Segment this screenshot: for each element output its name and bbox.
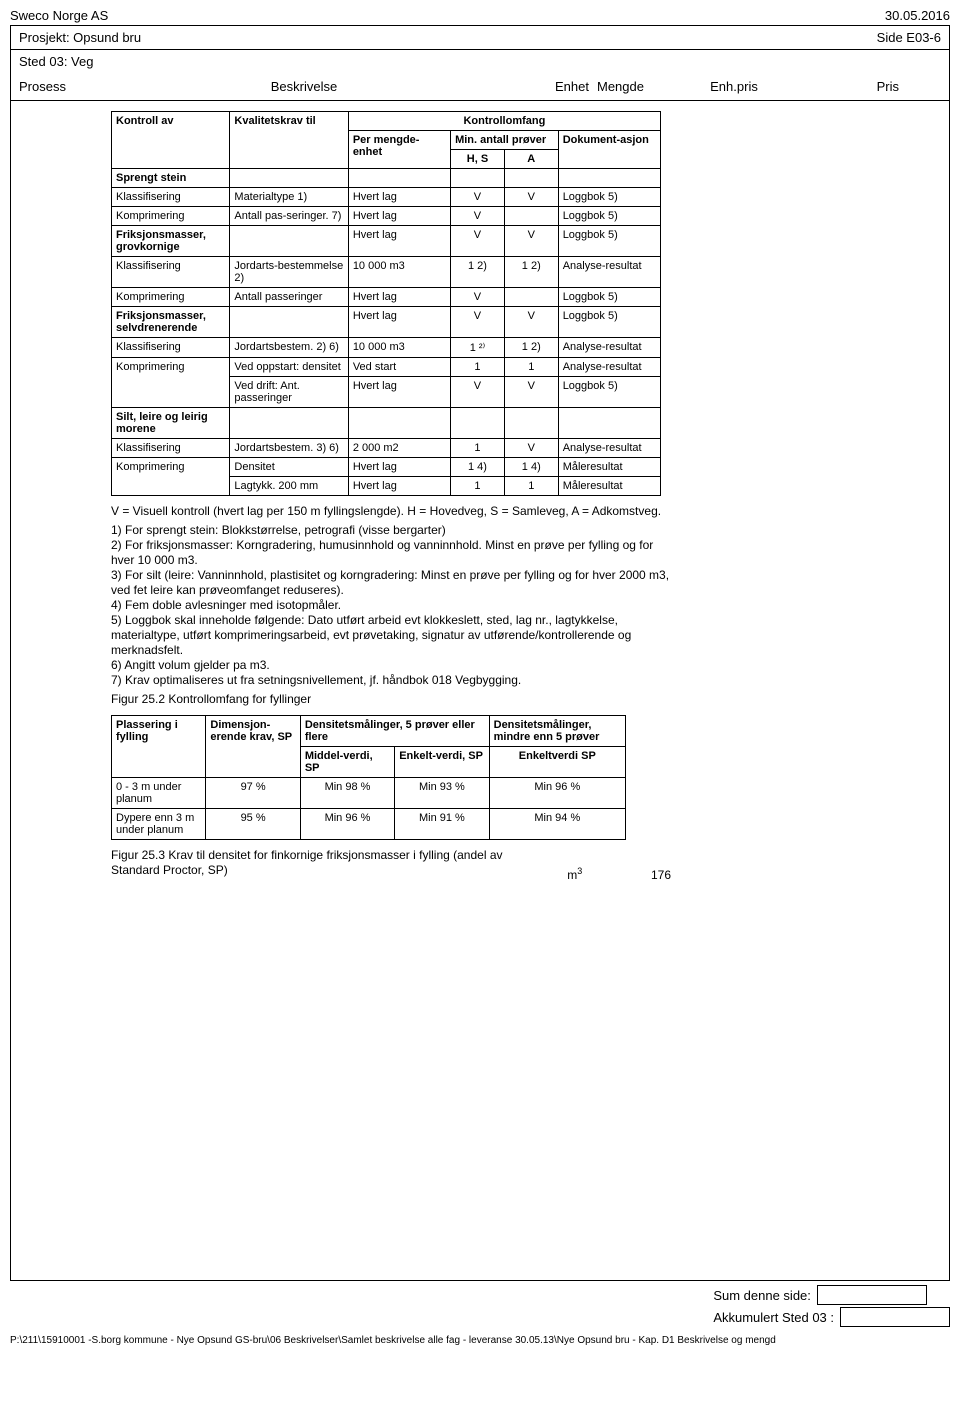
notes-block: V = Visuell kontroll (hvert lag per 150 … xyxy=(111,504,671,707)
table-row: Friksjonsmasser, grovkornigeHvert lagVVL… xyxy=(112,226,661,257)
table-kontrollomfang: Kontroll av Kvalitetskrav til Kontrollom… xyxy=(111,111,661,496)
fig253-caption: Figur 25.3 Krav til densitet for finkorn… xyxy=(111,848,549,878)
page: Sweco Norge AS 30.05.2016 Prosjekt: Opsu… xyxy=(0,0,960,1350)
th-perm: Per mengde-enhet xyxy=(348,131,450,169)
table-row: KomprimeringVed oppstart: densitetVed st… xyxy=(112,358,661,377)
th-kvalitet: Kvalitetskrav til xyxy=(230,112,348,169)
sum-side-label: Sum denne side: xyxy=(707,1286,817,1305)
table-row: 0 - 3 m under planum97 %Min 98 %Min 93 %… xyxy=(112,778,626,809)
header-project: Prosjekt: Opsund bru Side E03-6 xyxy=(10,25,950,50)
akk-box xyxy=(840,1307,950,1327)
t2-h3a: Middel-verdi, SP xyxy=(300,747,394,778)
t2-h4: Densitetsmålinger, mindre enn 5 prøver xyxy=(489,716,625,747)
sum-side-box xyxy=(817,1285,927,1305)
table-row: KlassifiseringJordartsbestem. 3) 6)2 000… xyxy=(112,439,661,458)
th-a: A xyxy=(504,150,558,169)
table-row: Silt, leire og leirig morene xyxy=(112,408,661,439)
unit: m3 xyxy=(549,866,602,882)
col-pris: Pris xyxy=(789,79,909,94)
th-hs: H, S xyxy=(451,150,505,169)
col-beskrivelse: Beskrivelse xyxy=(119,79,489,94)
t2-h1: Plassering i fylling xyxy=(112,716,206,778)
table-row: Friksjonsmasser, selvdrenerendeHvert lag… xyxy=(112,307,661,338)
company: Sweco Norge AS xyxy=(10,8,108,23)
note-p1: V = Visuell kontroll (hvert lag per 150 … xyxy=(111,504,671,519)
date: 30.05.2016 xyxy=(885,8,950,23)
footer-path: P:\211\15910001 -S.borg kommune - Nye Op… xyxy=(10,1335,950,1346)
header-top: Sweco Norge AS 30.05.2016 xyxy=(10,8,950,23)
body-area: Kontroll av Kvalitetskrav til Kontrollom… xyxy=(10,101,950,1281)
fig253-row: Figur 25.3 Krav til densitet for finkorn… xyxy=(111,848,671,882)
col-prosess: Prosess xyxy=(19,79,119,94)
table-row: KomprimeringAntall pas-seringer. 7)Hvert… xyxy=(112,207,661,226)
t2-h2: Dimensjon-erende krav, SP xyxy=(206,716,300,778)
t2-h4a: Enkeltverdi SP xyxy=(489,747,625,778)
t2-h3: Densitetsmålinger, 5 prøver eller flere xyxy=(300,716,489,747)
th-kontroll: Kontroll av xyxy=(112,112,230,169)
th-min: Min. antall prøver xyxy=(451,131,559,150)
col-enhet: Enhet xyxy=(489,79,589,94)
th-dok: Dokument-asjon xyxy=(558,131,660,169)
table-row: KomprimeringAntall passeringerHvert lagV… xyxy=(112,288,661,307)
table-row: Sprengt stein xyxy=(112,169,661,188)
table-row: KlassifiseringJordartsbestem. 2) 6)10 00… xyxy=(112,338,661,358)
fig252-caption: Figur 25.2 Kontrollomfang for fyllinger xyxy=(111,692,671,707)
note-p2: 1) For sprengt stein: Blokkstørrelse, pe… xyxy=(111,523,671,688)
project-label: Prosjekt: Opsund bru xyxy=(19,30,141,45)
qty: 176 xyxy=(601,868,671,882)
table-row: KomprimeringDensitetHvert lag1 4)1 4)Mål… xyxy=(112,458,661,477)
th-omfang: Kontrollomfang xyxy=(348,112,660,131)
table-row: Dypere enn 3 m under planum95 %Min 96 %M… xyxy=(112,809,626,840)
col-enhpris: Enh.pris xyxy=(679,79,789,94)
col-mengde: Mengde xyxy=(589,79,679,94)
table-row: KlassifiseringJordarts-bestemmelse 2)10 … xyxy=(112,257,661,288)
akk-label: Akkumulert Sted 03 : xyxy=(707,1308,840,1327)
table-densitet: Plassering i fylling Dimensjon-erende kr… xyxy=(111,715,626,840)
column-header: Prosess Beskrivelse Enhet Mengde Enh.pri… xyxy=(10,73,950,101)
page-label: Side E03-6 xyxy=(877,30,941,45)
sted-row: Sted 03: Veg xyxy=(10,50,950,73)
t2-h3b: Enkelt-verdi, SP xyxy=(395,747,489,778)
table-row: KlassifiseringMaterialtype 1)Hvert lagVV… xyxy=(112,188,661,207)
sum-block: Sum denne side: Akkumulert Sted 03 : xyxy=(10,1285,950,1329)
